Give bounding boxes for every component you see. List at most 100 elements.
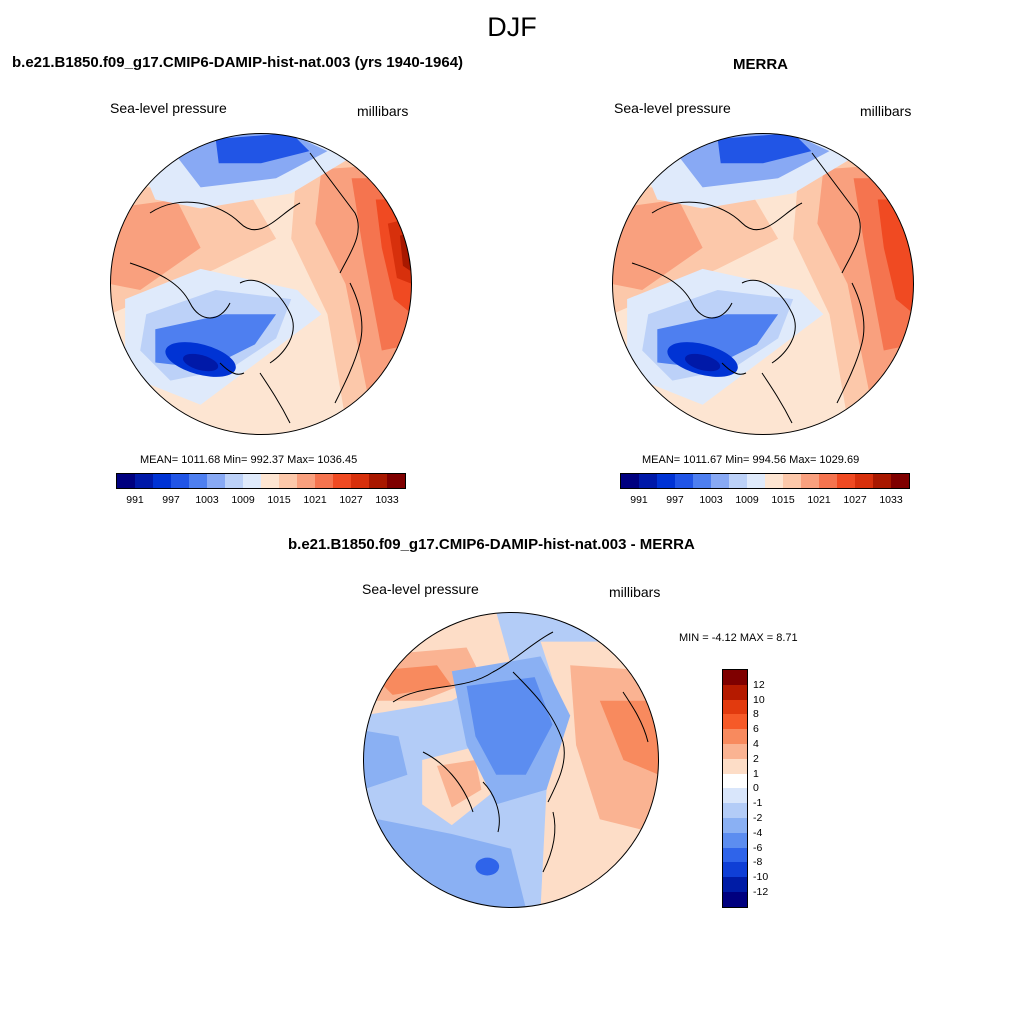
colorbar-swatch bbox=[783, 474, 801, 488]
colorbar-swatch bbox=[723, 684, 747, 700]
colorbar-tick-label: 8 bbox=[753, 708, 759, 721]
colorbar-tick-label: 1033 bbox=[375, 494, 399, 506]
panel-2-variable-label: Sea-level pressure bbox=[614, 100, 731, 116]
colorbar-swatch bbox=[333, 474, 351, 488]
pos-anomaly-east-core bbox=[599, 700, 659, 775]
colorbar-swatch bbox=[135, 474, 153, 488]
colorbar-tick-label: 12 bbox=[753, 678, 765, 691]
colorbar-tick-label: 1027 bbox=[843, 494, 867, 506]
coastline bbox=[741, 279, 796, 364]
panel-2-stats: MEAN= 1011.67 Min= 994.56 Max= 1029.69 bbox=[642, 454, 860, 466]
colorbar-swatch bbox=[639, 474, 657, 488]
high-pressure-west-core bbox=[110, 199, 201, 291]
panel-2-units-label: millibars bbox=[860, 103, 912, 119]
coastline bbox=[422, 751, 474, 813]
colorbar-tick-label: 1021 bbox=[807, 494, 831, 506]
colorbar-swatch bbox=[297, 474, 315, 488]
colorbar-swatch bbox=[723, 832, 747, 848]
colorbar-tick-label: 997 bbox=[162, 494, 180, 506]
colorbar-tick-label: -4 bbox=[753, 826, 763, 839]
colorbar-tick-label: 2 bbox=[753, 752, 759, 765]
coastline bbox=[149, 201, 301, 231]
map-boundary bbox=[110, 133, 412, 435]
colorbar-swatch bbox=[837, 474, 855, 488]
colorbar-swatch bbox=[723, 862, 747, 878]
neg-anomaly-arctic-core bbox=[466, 677, 553, 775]
panel-3-units-label: millibars bbox=[609, 584, 661, 600]
colorbar-swatch bbox=[747, 474, 765, 488]
neg-anomaly-atlantic-core bbox=[475, 857, 500, 876]
colorbar-tick-label: 1015 bbox=[771, 494, 795, 506]
panel-3-title: b.e21.B1850.f09_g17.CMIP6-DAMIP-hist-nat… bbox=[288, 536, 695, 553]
coastline bbox=[651, 201, 803, 231]
panel-1-colorbar bbox=[116, 473, 406, 489]
coastline bbox=[721, 362, 747, 375]
colorbar-tick-label: 10 bbox=[753, 693, 765, 706]
coastline bbox=[219, 362, 245, 375]
colorbar-swatch bbox=[723, 891, 747, 907]
coastline bbox=[622, 691, 649, 743]
coastline bbox=[542, 811, 556, 873]
panel-2-colorbar bbox=[620, 473, 910, 489]
colorbar-swatch bbox=[621, 474, 639, 488]
coastline bbox=[811, 152, 861, 274]
colorbar-swatch bbox=[765, 474, 783, 488]
coastline bbox=[334, 282, 363, 404]
colorbar-swatch bbox=[723, 788, 747, 804]
panel-3-stats: MIN = -4.12 MAX = 8.71 bbox=[679, 632, 798, 644]
panel-3-variable-label: Sea-level pressure bbox=[362, 581, 479, 597]
icelandic-low-min bbox=[182, 353, 219, 372]
colorbar-swatch bbox=[723, 743, 747, 759]
colorbar-tick-label: 1 bbox=[753, 767, 759, 780]
panel-1-title: b.e21.B1850.f09_g17.CMIP6-DAMIP-hist-nat… bbox=[12, 54, 464, 71]
colorbar-swatch bbox=[723, 817, 747, 833]
colorbar-swatch bbox=[723, 773, 747, 789]
colorbar-tick-label: 4 bbox=[753, 738, 759, 750]
colorbar-swatch bbox=[315, 474, 333, 488]
colorbar-swatch bbox=[171, 474, 189, 488]
colorbar-tick-label: 1015 bbox=[267, 494, 291, 506]
colorbar-swatch bbox=[711, 474, 729, 488]
coastline bbox=[836, 282, 865, 404]
colorbar-swatch bbox=[723, 877, 747, 892]
colorbar-swatch bbox=[225, 474, 243, 488]
high-pressure-west-core bbox=[612, 199, 703, 291]
colorbar-tick-label: -1 bbox=[753, 797, 763, 810]
colorbar-swatch bbox=[243, 474, 261, 488]
coastline bbox=[482, 781, 500, 833]
map-boundary bbox=[363, 612, 659, 908]
colorbar-tick-label: -12 bbox=[753, 886, 769, 898]
aleutian-low-core bbox=[215, 133, 310, 164]
coastline bbox=[129, 262, 231, 319]
map-boundary bbox=[612, 133, 914, 435]
coastline bbox=[259, 372, 291, 424]
panel-1-map bbox=[110, 133, 412, 435]
colorbar-swatch bbox=[723, 847, 747, 863]
panel-1-units-label: millibars bbox=[357, 103, 409, 119]
coastline bbox=[309, 152, 359, 274]
coastline bbox=[631, 262, 733, 319]
colorbar-swatch bbox=[801, 474, 819, 488]
colorbar-tick-label: 1033 bbox=[879, 494, 903, 506]
coastline bbox=[512, 671, 565, 803]
colorbar-tick-label: -2 bbox=[753, 812, 763, 824]
colorbar-tick-label: 991 bbox=[630, 494, 648, 506]
colorbar-swatch bbox=[207, 474, 225, 488]
colorbar-swatch bbox=[189, 474, 207, 488]
panel-3-map bbox=[363, 612, 659, 908]
colorbar-swatch bbox=[693, 474, 711, 488]
colorbar-swatch bbox=[723, 699, 747, 715]
colorbar-tick-label: 6 bbox=[753, 723, 759, 736]
colorbar-swatch bbox=[117, 474, 135, 488]
panel-1-variable-label: Sea-level pressure bbox=[110, 100, 227, 116]
colorbar-swatch bbox=[891, 474, 909, 488]
colorbar-tick-label: 1003 bbox=[195, 494, 219, 506]
colorbar-tick-label: -10 bbox=[753, 871, 769, 884]
colorbar-swatch bbox=[855, 474, 873, 488]
colorbar-tick-label: 997 bbox=[666, 494, 684, 506]
coastline bbox=[392, 631, 554, 703]
colorbar-swatch bbox=[261, 474, 279, 488]
colorbar-swatch bbox=[723, 729, 747, 744]
coastline bbox=[239, 279, 294, 364]
colorbar-tick-label: -8 bbox=[753, 856, 763, 869]
